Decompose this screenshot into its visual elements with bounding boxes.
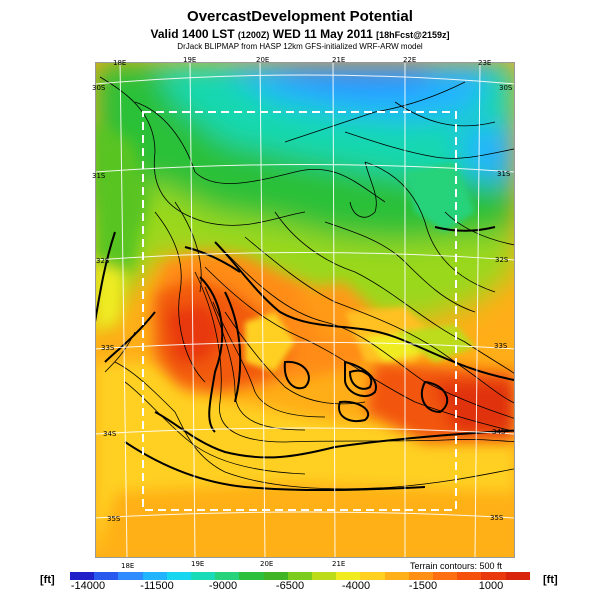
colorbar-swatch — [263, 572, 288, 580]
lat-label-right: 35S — [490, 514, 504, 522]
lat-label-right: 31S — [497, 170, 511, 178]
colorbar-swatch — [384, 572, 409, 580]
colorbar-swatch — [239, 572, 264, 580]
lon-label-bottom: 18E — [121, 562, 135, 570]
colorbar-swatch — [312, 572, 337, 580]
colorbar-swatch — [481, 572, 506, 580]
valid-time: Valid 1400 LST — [150, 27, 235, 41]
lat-label-left: 31S — [92, 172, 106, 180]
colorbar-tick-label: -4000 — [341, 580, 371, 592]
lat-label-right: 34S — [492, 428, 506, 436]
colorbar-swatch — [336, 572, 361, 580]
model-credit: DrJack BLIPMAP from HASP 12km GFS-initia… — [177, 42, 423, 51]
colorbar-swatch — [433, 572, 458, 580]
lat-label-right: 32S — [495, 256, 509, 264]
colorbar-swatch — [505, 572, 530, 580]
lon-label-bottom: 20E — [260, 560, 274, 568]
colorbar-tick-label: 1000 — [478, 580, 504, 592]
terrain-contours — [99, 76, 515, 490]
lat-label-left: 32S — [96, 257, 110, 265]
lat-label-left: 34S — [103, 430, 117, 438]
forecast-map — [95, 62, 515, 558]
inner-domain-box — [142, 111, 457, 511]
colorbar-tick-label: -14000 — [70, 580, 106, 592]
colorbar-swatch — [215, 572, 240, 580]
colorbar-swatch — [94, 572, 119, 580]
lon-label-top: 21E — [332, 56, 346, 64]
colorbar — [70, 572, 530, 580]
colorbar-tick-label: -11500 — [140, 580, 174, 592]
colorbar-swatch — [70, 572, 95, 580]
colorbar-tick-label: -9000 — [208, 580, 238, 592]
lon-label-top: 19E — [183, 56, 197, 64]
lat-label-left: 33S — [101, 344, 115, 352]
colorbar-swatch — [191, 572, 216, 580]
field-shading — [95, 62, 515, 558]
map-canvas — [95, 62, 515, 558]
lon-label-top: 23E — [478, 59, 492, 67]
valid-time-line: Valid 1400 LST (1200Z) WED 11 May 2011 [… — [0, 27, 600, 41]
lon-label-bottom: 19E — [191, 560, 205, 568]
colorbar-tick-label: -1500 — [408, 580, 438, 592]
valid-utc: (1200Z) — [237, 30, 270, 40]
forecast-info: [18hFcst@2159z] — [376, 30, 450, 40]
colorbar-swatch — [360, 572, 385, 580]
lon-label-top: 20E — [256, 56, 270, 64]
colorbar-unit-left: [ft] — [40, 574, 55, 586]
valid-date: WED 11 May 2011 — [272, 27, 373, 41]
lat-label-right: 30S — [499, 84, 513, 92]
colorbar-unit-right: [ft] — [543, 574, 558, 586]
colorbar-tick-label: -6500 — [275, 580, 305, 592]
lat-label-left: 35S — [107, 515, 121, 523]
colorbar-swatch — [142, 572, 167, 580]
latlon-grid — [95, 62, 515, 558]
colorbar-swatch — [457, 572, 482, 580]
map-title: OvercastDevelopment Potential — [187, 8, 413, 25]
lat-label-right: 33S — [494, 342, 508, 350]
colorbar-swatch — [166, 572, 192, 580]
lat-label-left: 30S — [92, 84, 106, 92]
terrain-contour-note: Terrain contours: 500 ft — [409, 561, 502, 571]
colorbar-swatch — [118, 572, 143, 580]
lon-label-top: 18E — [113, 59, 127, 67]
lon-label-top: 22E — [403, 56, 417, 64]
colorbar-swatch — [408, 572, 434, 580]
lon-label-bottom: 21E — [332, 560, 346, 568]
colorbar-swatch — [287, 572, 313, 580]
